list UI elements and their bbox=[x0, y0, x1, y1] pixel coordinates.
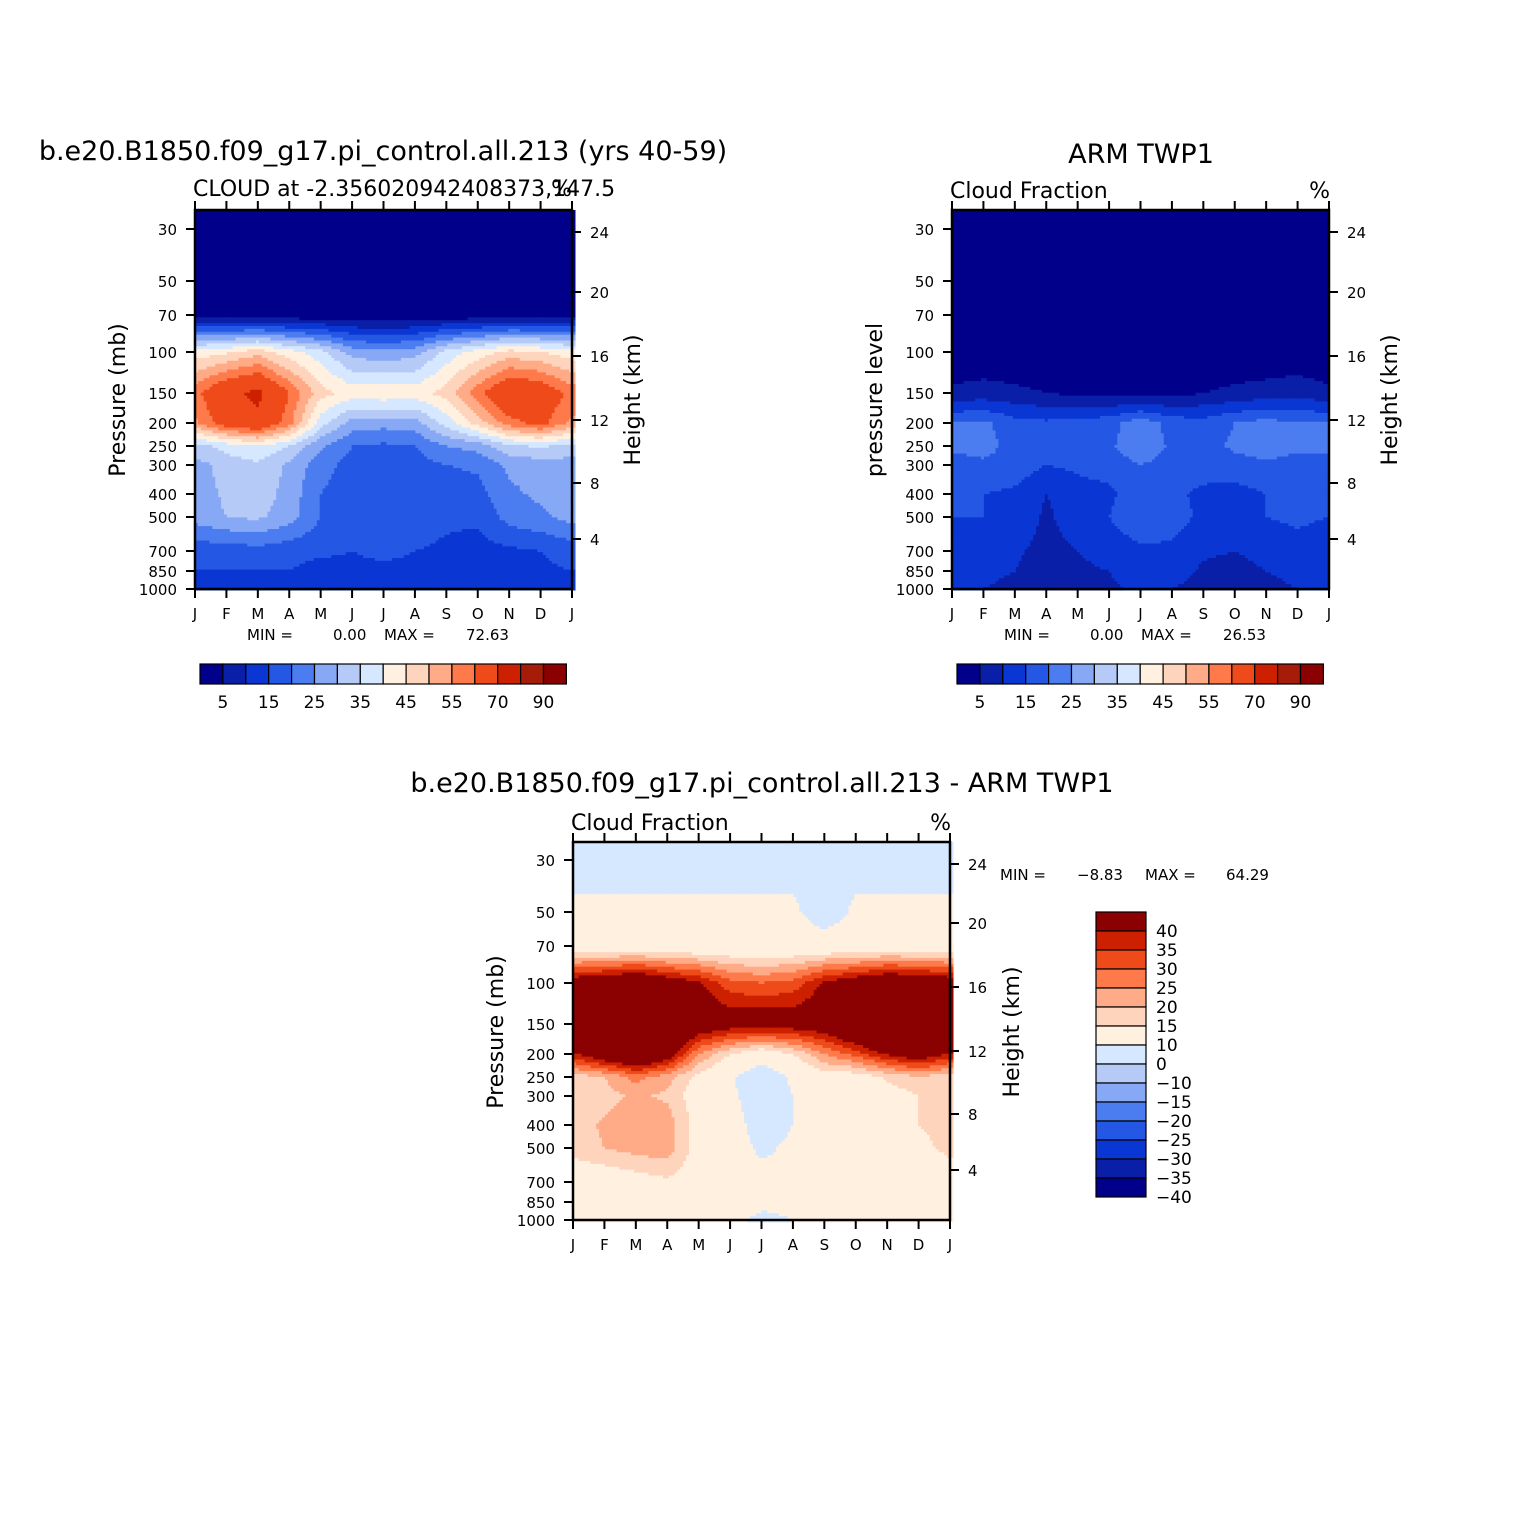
y-axis-label: Pressure (mb) bbox=[106, 323, 131, 477]
plot-area-model: J F M A M J J A S O N D J305070100150200250300400500… bbox=[139, 201, 609, 623]
panel-model: b.e20.B1850.f09_g17.pi_control.all.213 (… bbox=[39, 136, 727, 713]
y-right-axis-label: Height (km) bbox=[621, 334, 646, 465]
panel-title: b.e20.B1850.f09_g17.pi_control.all.213 (… bbox=[39, 136, 727, 167]
units-label: % bbox=[551, 177, 572, 202]
